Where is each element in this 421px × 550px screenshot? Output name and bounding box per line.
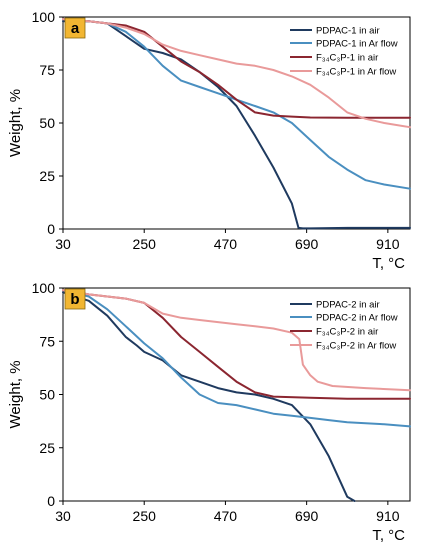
y-tick-label: 75 xyxy=(39,333,55,349)
y-tick-label: 50 xyxy=(39,115,55,131)
y-axis-label: Weight, % xyxy=(7,89,24,157)
x-tick-label: 690 xyxy=(295,236,319,252)
x-tick-label: 690 xyxy=(295,508,319,524)
series-line-4 xyxy=(62,18,411,129)
legend-label-2: PDPAC-2 in Ar flow xyxy=(316,313,398,324)
x-axis-label: T, °C xyxy=(372,255,405,272)
y-tick-label: 75 xyxy=(39,62,55,78)
legend-label-4: F₃₄C₃P-1 in Ar flow xyxy=(316,67,396,78)
x-tick-label: 470 xyxy=(214,236,238,252)
legend-label-4: F₃₄C₃P-2 in Ar flow xyxy=(316,341,396,352)
y-tick-label: 50 xyxy=(39,387,55,403)
legend-label-1: PDPAC-2 in air xyxy=(316,300,380,311)
legend-label-2: PDPAC-1 in Ar flow xyxy=(316,39,398,50)
series-line-2 xyxy=(62,289,411,428)
y-tick-label: 0 xyxy=(47,221,55,237)
y-tick-label: 0 xyxy=(47,493,55,509)
panel-label-badge xyxy=(64,17,86,39)
legend-label-3: F₃₄C₃P-1 in air xyxy=(316,53,378,64)
legend: PDPAC-2 in air PDPAC-2 in Ar flow F₃₄C₃P-2… xyxy=(290,300,398,352)
x-tick-label: 910 xyxy=(376,236,400,252)
chart-panel-a: 0 25 50 75 100 30 250 470 690 910 T, °C Weight, % a P… xyxy=(7,9,411,272)
x-tick-label: 250 xyxy=(133,508,157,524)
series-line-1 xyxy=(62,291,356,502)
x-axis-label: T, °C xyxy=(372,527,405,544)
series-line-4 xyxy=(62,289,411,392)
y-tick-label: 100 xyxy=(32,9,56,25)
panel-label-badge xyxy=(64,288,86,310)
x-tick-label: 30 xyxy=(55,236,71,252)
y-axis-label: Weight, % xyxy=(7,360,24,428)
x-tick-label: 470 xyxy=(214,508,238,524)
series-line-3 xyxy=(62,18,411,119)
panel-label: a xyxy=(71,20,80,37)
x-tick-label: 250 xyxy=(133,236,157,252)
y-tick-label: 25 xyxy=(39,168,55,184)
y-tick-label: 100 xyxy=(32,280,56,296)
chart-panel-b: 0 25 50 75 100 30 250 470 690 910 T, °C Weight, % b P… xyxy=(7,280,411,544)
legend: PDPAC-1 in air PDPAC-1 in Ar flow F₃₄C₃P-1… xyxy=(290,26,398,78)
panel-label: b xyxy=(70,291,79,308)
y-tick-label: 25 xyxy=(39,440,55,456)
legend-label-3: F₃₄C₃P-2 in air xyxy=(316,327,378,338)
x-tick-label: 910 xyxy=(376,508,400,524)
x-tick-label: 30 xyxy=(55,508,71,524)
legend-label-1: PDPAC-1 in air xyxy=(316,26,380,37)
